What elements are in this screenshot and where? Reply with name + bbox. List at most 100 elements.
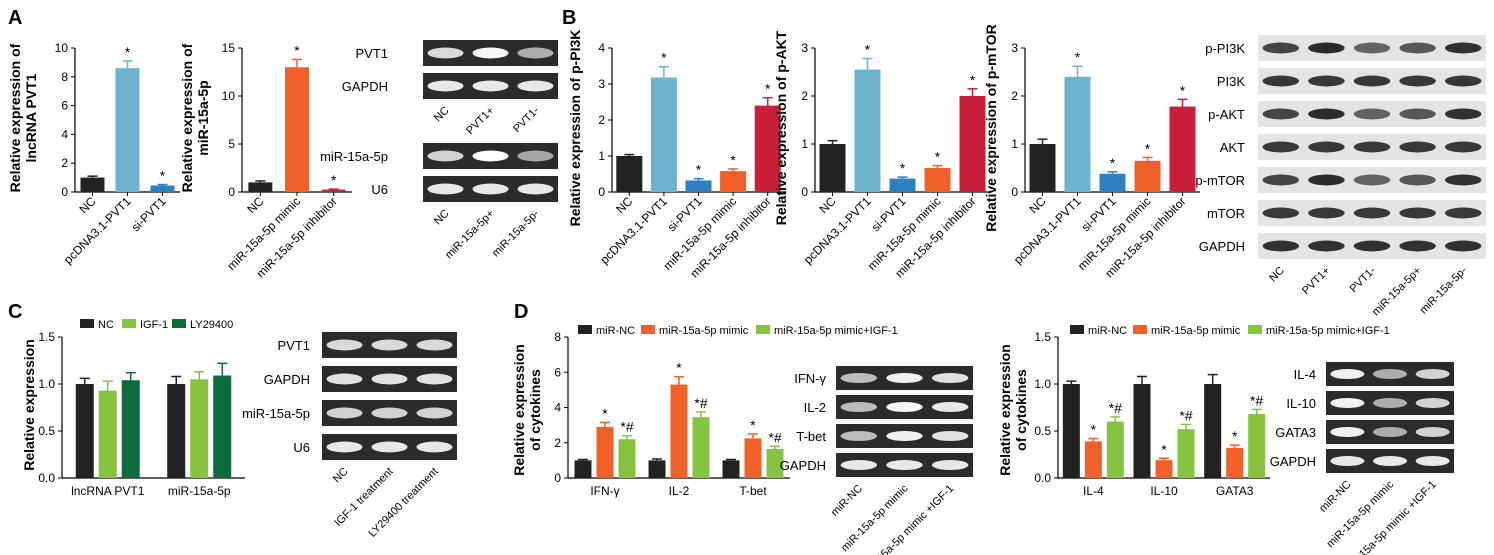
bar (616, 156, 643, 192)
y-tick-label: 0 (1011, 185, 1018, 199)
y-tick-label: 5 (228, 137, 235, 151)
y-axis-label: Relative expression of (179, 43, 195, 192)
blot-band (371, 407, 408, 419)
blot-band (1330, 368, 1365, 380)
blot-band (1262, 240, 1300, 252)
blot-band (1308, 141, 1345, 153)
x-tick-label: IFN-γ (590, 484, 619, 498)
legend-swatch (641, 325, 655, 334)
blot-band (1308, 174, 1345, 186)
blot-band (1353, 141, 1391, 153)
blot-row-label: miR-15a-5p (320, 149, 388, 164)
blot-lane-label: miR-15a-5p- (1418, 264, 1470, 316)
y-tick-label: 1.0 (38, 377, 55, 391)
significance-label: *# (768, 429, 781, 445)
blot-row-label: IL-4 (1294, 367, 1316, 382)
blot-band (1330, 397, 1365, 409)
blot-band (1444, 141, 1482, 153)
bar (1133, 384, 1151, 478)
blot-lane-label: PVT1- (1348, 264, 1379, 295)
panel-label-d: D (514, 301, 528, 323)
bar (722, 460, 740, 478)
panel-label-c: C (8, 301, 22, 323)
y-axis-label: lncRNA PVT1 (23, 73, 39, 162)
blot-row-label: U6 (293, 440, 310, 455)
blot-band (1415, 455, 1450, 467)
bar (1248, 414, 1266, 478)
blot-row-label: T-bet (796, 429, 826, 444)
blot-lane-label: NC (432, 105, 452, 125)
blot-row-label: AKT (1220, 140, 1245, 155)
blot-band (326, 339, 363, 351)
y-tick-label: 1 (598, 149, 605, 163)
blot-band (886, 459, 923, 471)
significance-label: * (602, 405, 608, 421)
significance-label: *# (620, 419, 633, 435)
bar (190, 379, 209, 478)
bar (766, 448, 784, 478)
blot-band (326, 407, 363, 419)
y-axis-label: Relative expression (21, 339, 37, 471)
y-axis-label: Relative expression of p-mTOR (983, 24, 999, 231)
bar (121, 380, 140, 478)
bar (596, 426, 614, 478)
legend-swatch (1248, 325, 1262, 334)
legend-label: IGF-1 (140, 319, 168, 331)
panel-label-a: A (8, 7, 22, 29)
y-tick-label: 0 (801, 185, 808, 199)
blot-row-label: mTOR (1207, 206, 1245, 221)
bar (115, 68, 140, 192)
bar (692, 417, 710, 478)
blot-band (1399, 207, 1436, 219)
y-tick-label: 2 (598, 113, 605, 127)
significance-label: * (1091, 422, 1097, 438)
y-tick-label: 15 (222, 41, 236, 55)
significance-label: * (696, 162, 702, 178)
significance-label: * (1145, 140, 1151, 156)
significance-label: * (935, 149, 941, 165)
bar (75, 384, 94, 478)
blot-band (1372, 426, 1408, 438)
legend-label: miR-NC (596, 325, 635, 337)
y-tick-label: 10 (222, 89, 236, 103)
legend-swatch (578, 325, 592, 334)
blot-band (886, 372, 923, 384)
y-tick-label: 3 (801, 41, 808, 55)
y-tick-label: 3 (598, 77, 605, 91)
bar (819, 144, 846, 192)
legend-label: miR-15a-5p mimic+IGF-1 (774, 325, 898, 337)
blot-band (886, 430, 923, 442)
blot-row-label: IFN-γ (794, 371, 826, 386)
x-tick-label: IL-10 (1150, 484, 1178, 498)
blot-band (517, 80, 554, 92)
panel-label-b: B (562, 7, 576, 29)
significance-label: * (1110, 155, 1116, 171)
blot-lane-label: PVT1+ (1300, 265, 1332, 297)
x-tick-label: NC (244, 194, 266, 216)
blot-band (1308, 207, 1345, 219)
blot-lane-label: NC (432, 208, 452, 228)
blot-band (427, 183, 464, 195)
y-tick-label: 1.0 (1034, 377, 1051, 391)
bar (213, 375, 232, 478)
blot-band (472, 150, 509, 162)
blot-band (1262, 207, 1300, 219)
blot-row-label: p-AKT (1208, 107, 1245, 122)
y-tick-label: 8 (61, 70, 68, 84)
bar (167, 384, 186, 478)
bar (285, 67, 309, 192)
blot-row-label: p-PI3K (1205, 41, 1245, 56)
blot-row-label: GAPDH (1199, 239, 1245, 254)
blot-band (1444, 174, 1482, 186)
blot-row-label: U6 (371, 182, 388, 197)
blot-band (517, 47, 554, 59)
y-tick-label: 6 (61, 99, 68, 113)
legend-swatch (122, 319, 136, 328)
y-tick-label: 0.5 (38, 424, 55, 438)
blot-row-label: GAPDH (780, 458, 826, 473)
blot-band (1372, 368, 1408, 380)
significance-label: * (160, 168, 166, 184)
blot-band (1444, 240, 1482, 252)
